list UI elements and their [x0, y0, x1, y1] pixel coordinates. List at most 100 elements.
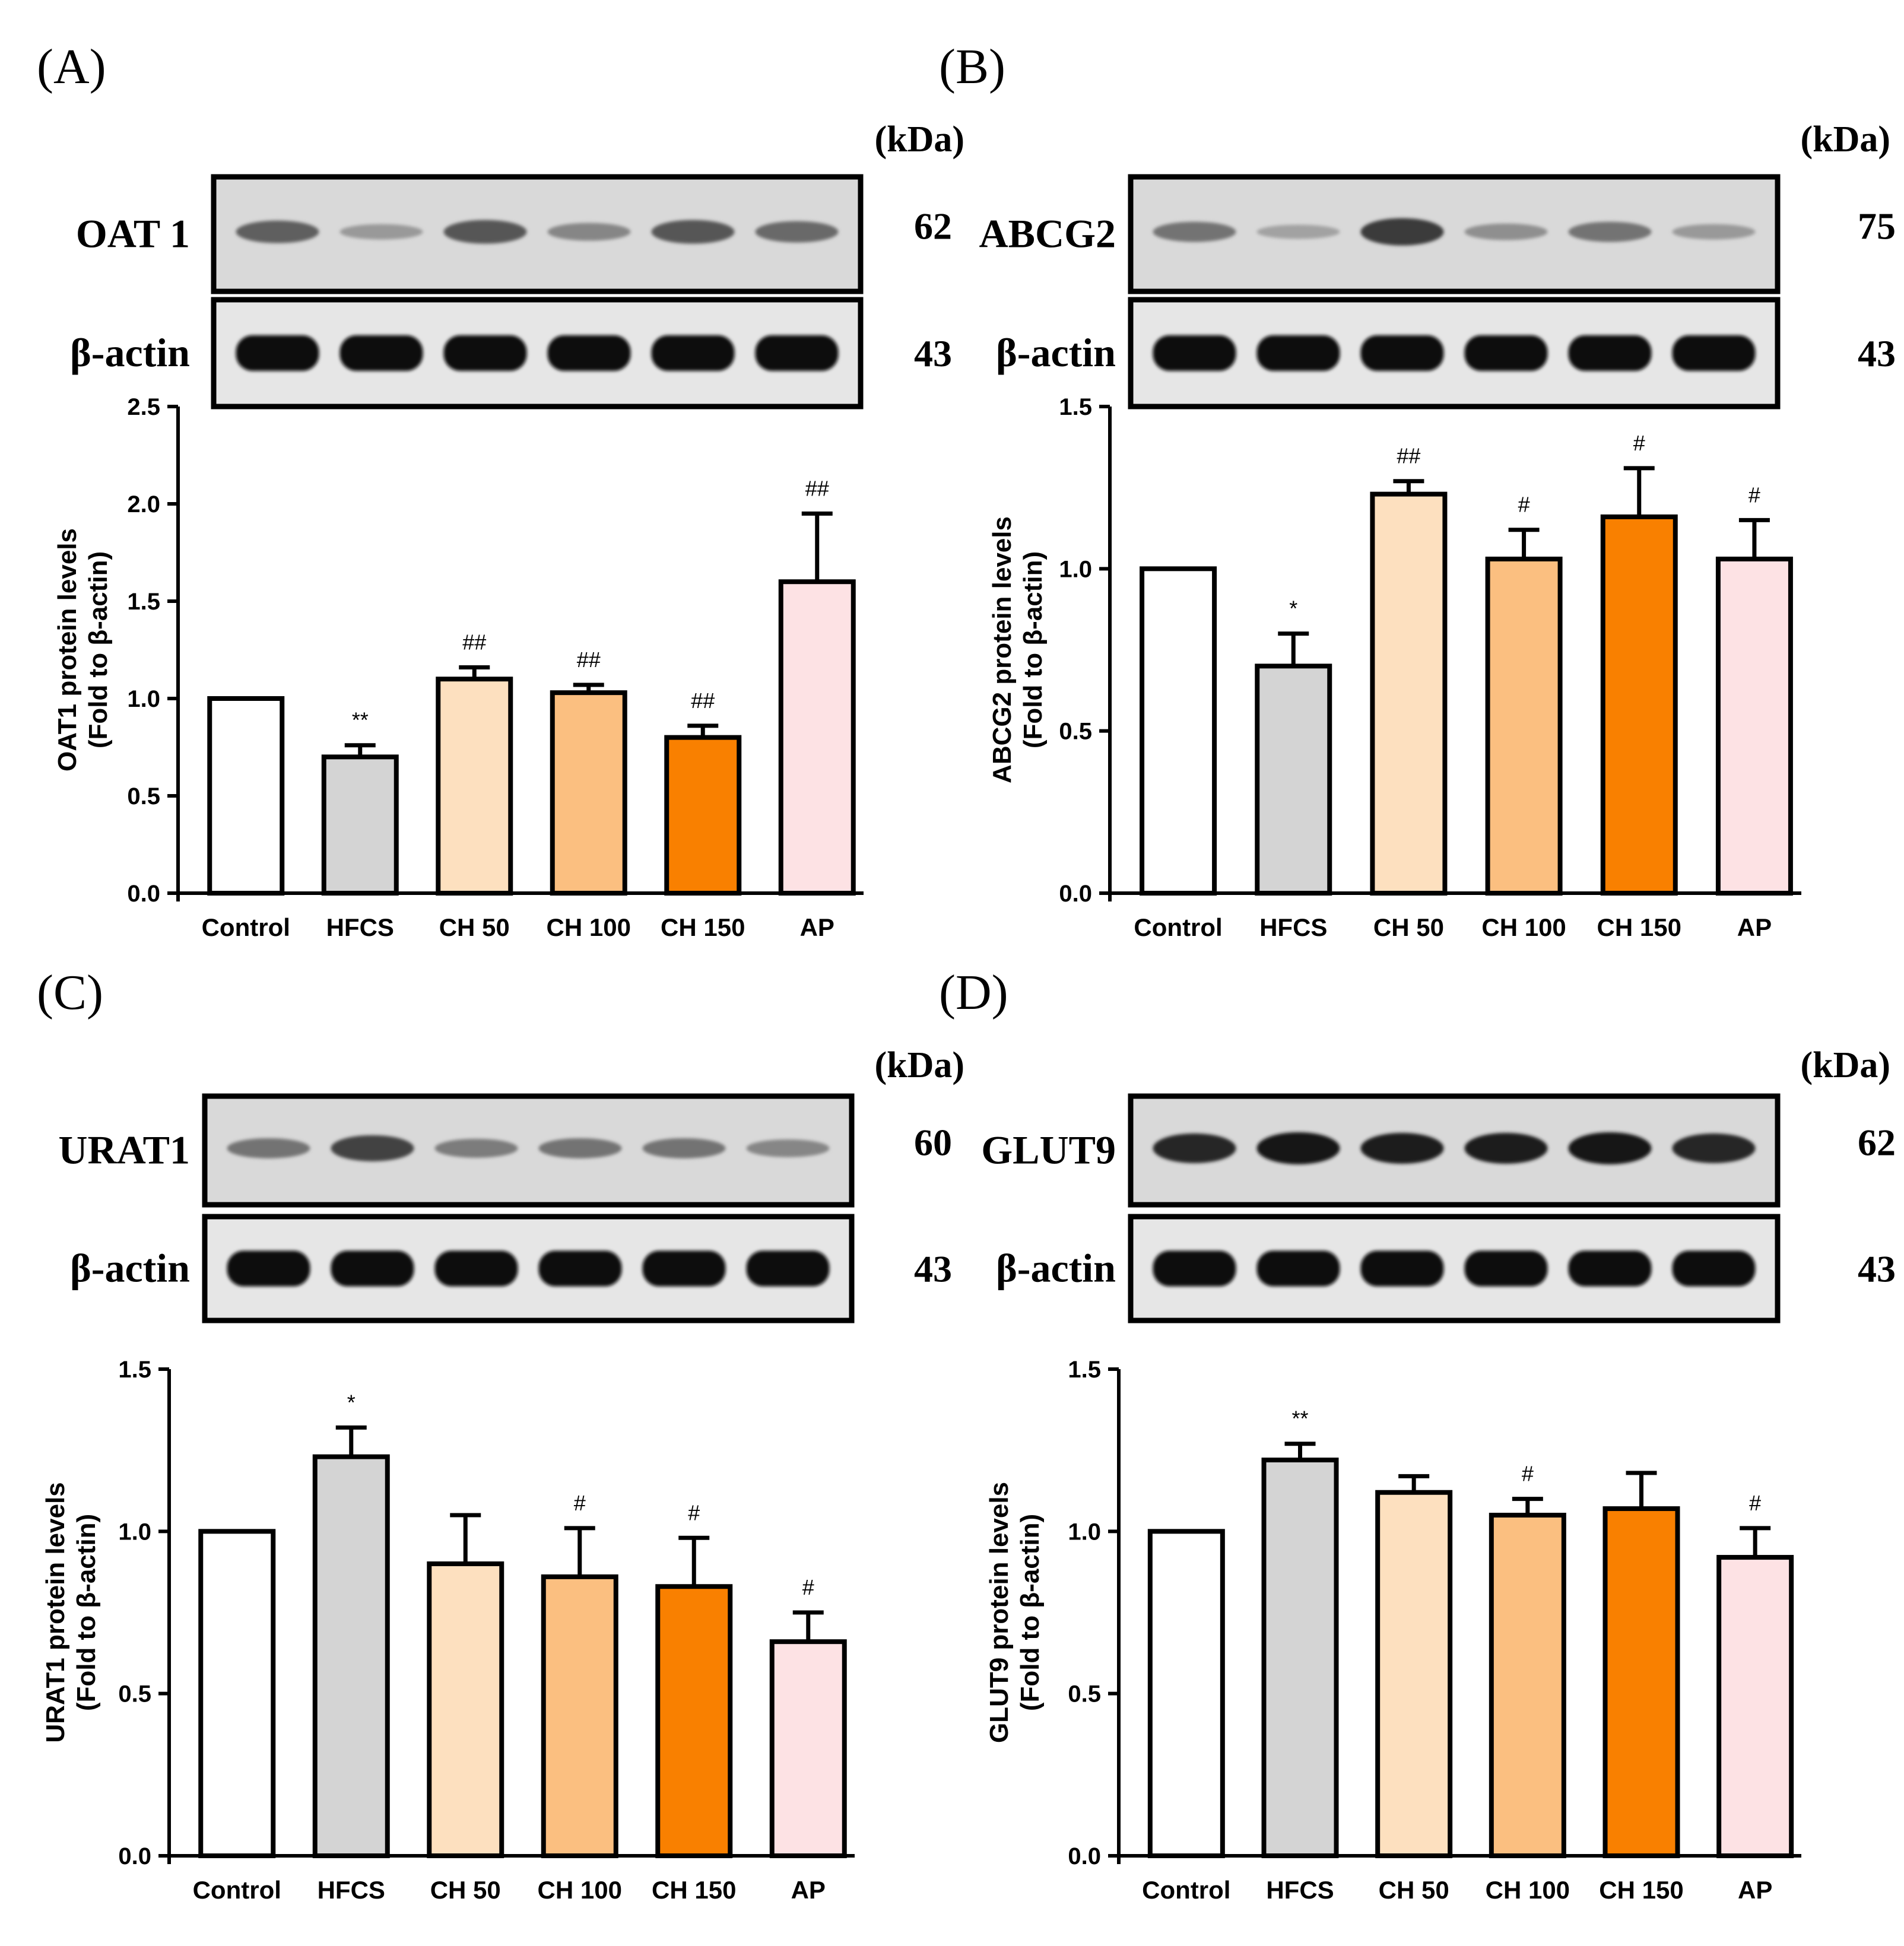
- x-tick-label: AP: [800, 913, 834, 941]
- panel-a: (A) (kDa) OAT 1 β-actin 62 43 0.0 0.5 1.0 1.5 2.0 2…: [37, 39, 964, 941]
- significance-mark: #: [1522, 1462, 1534, 1486]
- y-axis-label-line2: (Fold to β-actin): [1018, 551, 1048, 748]
- blot-actin-frame: [202, 1214, 855, 1323]
- bar-hfcs: [312, 1454, 390, 1859]
- bar-hfcs: [1261, 1458, 1339, 1858]
- bar-control: [207, 696, 285, 896]
- blot-target-label: GLUT9: [981, 1128, 1116, 1173]
- bar-ch-150: [1602, 1506, 1680, 1858]
- y-tick-label: 2.5: [127, 394, 160, 420]
- blot-target-label: URAT1: [58, 1128, 190, 1173]
- x-tick-label: CH 150: [1599, 1876, 1683, 1904]
- x-tick-label: AP: [791, 1876, 826, 1904]
- bar-ch-50: [427, 1561, 504, 1858]
- significance-mark: ##: [1397, 444, 1420, 468]
- y-tick-label: 2.0: [127, 491, 160, 518]
- blot-actin-band: [1464, 1250, 1548, 1287]
- x-tick-label: CH 50: [439, 913, 510, 941]
- blot-target-band: [443, 220, 527, 244]
- blot-actin-kda: 43: [1858, 332, 1896, 374]
- significance-mark: ##: [805, 476, 829, 500]
- blot-target-band: [434, 1138, 518, 1158]
- significance-mark: #: [1748, 482, 1760, 507]
- bar-ap: [1715, 556, 1793, 896]
- blot-target-frame: [211, 174, 864, 294]
- x-tick-label: AP: [1738, 1876, 1772, 1904]
- y-axis-label-line1: ABCG2 protein levels: [988, 516, 1017, 783]
- significance-mark: #: [1518, 493, 1530, 517]
- panel-label: (D): [939, 965, 1008, 1020]
- kda-units-label: (kDa): [1800, 1045, 1890, 1085]
- bar-ch-50: [1370, 491, 1448, 896]
- blot-target-kda: 62: [914, 205, 952, 247]
- x-tick-label: CH 50: [1373, 913, 1444, 941]
- y-axis-label: GLUT9 protein levels (Fold to β-actin): [985, 1482, 1045, 1743]
- blot-target-band: [227, 1138, 310, 1158]
- blot-actin-frame: [1128, 1214, 1781, 1323]
- y-axis-label-line1: OAT1 protein levels: [53, 528, 82, 772]
- blot-actin-band: [443, 335, 527, 371]
- blot-actin-frame: [211, 297, 864, 409]
- blot-target-kda: 75: [1858, 205, 1896, 247]
- blot-actin-label: β-actin: [70, 1246, 190, 1291]
- bar-control: [1147, 1529, 1225, 1858]
- x-tick-label: CH 50: [430, 1876, 501, 1904]
- blot-target-band: [1464, 223, 1548, 240]
- panel-label: (B): [939, 39, 1005, 94]
- blot-actin-kda: 43: [914, 332, 952, 374]
- blot-actin-band: [331, 1250, 414, 1287]
- blot-actin-band: [746, 1250, 830, 1287]
- bar-hfcs: [1255, 664, 1332, 896]
- blot-actin-band: [1360, 335, 1444, 371]
- blot-target-band: [1672, 1133, 1756, 1163]
- blot-actin-label: β-actin: [996, 1246, 1116, 1291]
- y-axis-label-line1: GLUT9 protein levels: [985, 1482, 1014, 1743]
- x-tick-label: CH 50: [1379, 1876, 1449, 1904]
- x-tick-label: CH 150: [661, 913, 745, 941]
- x-tick-label: CH 150: [652, 1876, 736, 1904]
- blot-actin-label: β-actin: [996, 330, 1116, 375]
- bar-ch-100: [550, 690, 627, 896]
- blot-target-band: [642, 1138, 726, 1158]
- y-tick-label: 0.5: [1068, 1681, 1101, 1707]
- blot-actin-band: [1256, 1250, 1340, 1287]
- bar-ch-150: [1600, 514, 1678, 896]
- blot-actin-band: [651, 335, 735, 371]
- significance-mark: ##: [691, 688, 715, 713]
- blot-actin-band: [339, 335, 423, 371]
- y-tick-label: 1.0: [1068, 1519, 1101, 1545]
- y-tick-label: 0.0: [127, 881, 160, 907]
- blot-target-kda: 60: [914, 1122, 952, 1164]
- y-tick-label: 0.5: [1059, 719, 1092, 745]
- blot-target-band: [331, 1135, 414, 1161]
- blot-actin-band: [236, 335, 319, 371]
- blot-target-label: ABCG2: [979, 211, 1116, 256]
- bar-ap: [778, 579, 856, 896]
- blot-actin-band: [1256, 335, 1340, 371]
- y-axis-label: URAT1 protein levels (Fold to β-actin): [41, 1482, 101, 1742]
- blot-target-band: [1256, 224, 1340, 239]
- y-tick-label: 1.0: [1059, 556, 1092, 582]
- y-axis-label: ABCG2 protein levels (Fold to β-actin): [988, 516, 1048, 783]
- blot-actin-band: [1568, 335, 1652, 371]
- y-axis-label-line2: (Fold to β-actin): [72, 1514, 101, 1711]
- significance-mark: ##: [577, 647, 601, 672]
- kda-units-label: (kDa): [874, 1045, 964, 1085]
- panel-b: (B) (kDa) ABCG2 β-actin 75 43 0.0 0.5 1.0 1.5 ABCG…: [939, 39, 1896, 941]
- kda-units-label: (kDa): [874, 119, 964, 160]
- significance-mark: #: [688, 1500, 700, 1525]
- y-axis-label: OAT1 protein levels (Fold to β-actin): [53, 528, 113, 772]
- panel-label: (A): [37, 39, 106, 94]
- significance-mark: **: [352, 708, 369, 732]
- blot-actin-band: [1153, 335, 1236, 371]
- y-tick-label: 1.0: [127, 686, 160, 712]
- y-tick-label: 1.5: [1059, 394, 1092, 420]
- blot-target-frame: [202, 1093, 855, 1208]
- blot-actin-label: β-actin: [70, 330, 190, 375]
- x-tick-label: Control: [202, 913, 290, 941]
- bar-ch-100: [1485, 556, 1563, 896]
- y-tick-label: 0.5: [127, 783, 160, 809]
- blot-target-label: OAT 1: [76, 211, 190, 256]
- bar-ch-100: [541, 1574, 618, 1859]
- blot-target-kda: 62: [1858, 1122, 1896, 1164]
